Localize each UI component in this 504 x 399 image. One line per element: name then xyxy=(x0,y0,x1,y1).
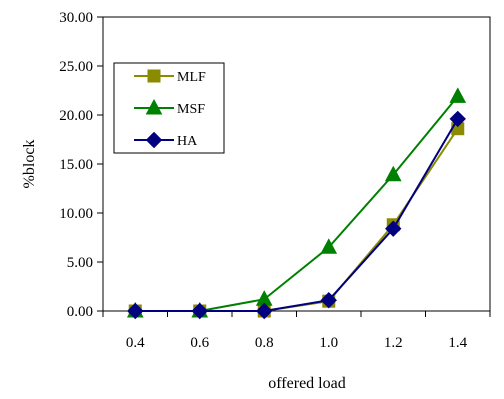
legend-label-ha: HA xyxy=(177,134,198,149)
y-tick-label: 30.00 xyxy=(59,10,93,26)
y-tick-label: 0.00 xyxy=(67,304,93,320)
legend-item-mlf: MLF xyxy=(134,69,206,85)
series-layer xyxy=(126,87,467,320)
y-tick-label: 15.00 xyxy=(59,157,93,173)
legend-label-mlf: MLF xyxy=(177,70,206,85)
y-tick-label: 25.00 xyxy=(59,59,93,75)
x-tick-label: 0.8 xyxy=(255,335,274,351)
x-axis-label: offered load xyxy=(268,375,345,392)
legend-marker-msf xyxy=(145,98,163,115)
data-point-msf xyxy=(449,87,467,103)
legend-label-msf: MSF xyxy=(177,102,205,117)
data-point-msf xyxy=(320,238,338,254)
legend: MLF MSF HA xyxy=(113,62,225,154)
data-point-ha xyxy=(127,302,144,320)
data-point-ha xyxy=(385,220,402,237)
data-point-ha xyxy=(320,292,337,309)
x-tick-label: 1.0 xyxy=(319,335,338,351)
legend-item-msf: MSF xyxy=(134,98,205,117)
x-axis: 0.4 0.6 0.8 1.0 1.2 1.4 xyxy=(102,311,491,351)
y-tick-label: 5.00 xyxy=(67,255,93,271)
x-tick-label: 1.4 xyxy=(448,335,467,351)
y-tick-label: 10.00 xyxy=(59,206,93,222)
data-point-ha xyxy=(256,302,273,320)
legend-item-ha: HA xyxy=(134,131,198,149)
y-axis-label: %block xyxy=(21,140,38,189)
data-point-msf xyxy=(384,165,402,182)
series-ha xyxy=(127,110,466,320)
legend-marker-mlf xyxy=(147,69,161,83)
y-axis: 0.00 5.00 10.00 15.00 20.00 25.00 30.00 xyxy=(59,10,103,320)
data-point-ha xyxy=(191,302,208,320)
legend-marker-ha xyxy=(145,131,163,149)
y-tick-label: 20.00 xyxy=(59,108,93,124)
x-tick-label: 0.4 xyxy=(126,335,145,351)
x-tick-label: 0.6 xyxy=(190,335,209,351)
series-line-ha xyxy=(135,118,459,312)
data-point-ha xyxy=(449,110,466,128)
x-tick-label: 1.2 xyxy=(384,335,403,351)
